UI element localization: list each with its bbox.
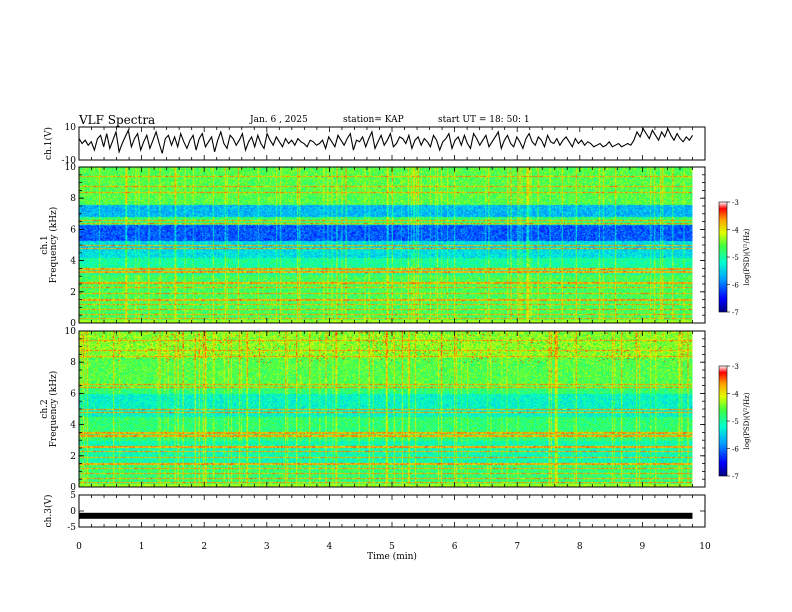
y-tick-label: 10 [65, 123, 77, 133]
colorbar-tick-label: -5 [732, 418, 739, 426]
colorbar-tick-label: -5 [732, 254, 739, 262]
y-axis-label: ch.1(V) [43, 127, 54, 160]
x-tick-label: 1 [139, 542, 145, 552]
start-time-label: start UT = 18: 50: 1 [438, 115, 530, 125]
y-tick-label: 6 [70, 225, 76, 235]
colorbar-tick-label: -7 [732, 473, 739, 481]
x-tick-label: 2 [201, 542, 207, 552]
x-tick-label: 5 [389, 542, 395, 552]
y-tick-label: 0 [70, 319, 76, 329]
date-label: Jan. 6 , 2025 [250, 115, 308, 125]
x-tick-label: 0 [76, 542, 82, 552]
y-tick-label: 4 [70, 257, 76, 267]
y-tick-label: 8 [70, 358, 76, 368]
y-tick-label: -5 [67, 523, 76, 533]
y-axis-label: Frequency (kHz) [48, 371, 59, 448]
colorbar-tick-label: -6 [732, 446, 739, 454]
y-tick-label: 4 [70, 421, 76, 431]
colorbar-label: log(PSD)(V²/Hz) [743, 392, 751, 449]
colorbar-tick-label: -6 [732, 282, 739, 290]
colorbar-tick-label: -4 [732, 391, 739, 399]
ch1-waveform-line [78, 127, 693, 154]
x-axis-label: Time (min) [367, 551, 417, 562]
y-tick-label: 8 [70, 194, 76, 204]
chart-title: VLF Spectra [79, 113, 156, 127]
y-tick-label: 10 [65, 327, 77, 337]
ch3-trace-line [79, 512, 693, 519]
y-tick-label: 10 [65, 163, 77, 173]
colorbar-tick-label: -7 [732, 309, 739, 317]
y-tick-label: 2 [70, 288, 76, 298]
colorbar-tick-label: -3 [732, 363, 739, 371]
colorbar-tick-label: -3 [732, 199, 739, 207]
station-label: station= KAP [343, 115, 404, 125]
x-tick-label: 4 [327, 542, 333, 552]
x-tick-label: 10 [699, 542, 711, 552]
x-tick-label: 6 [452, 542, 458, 552]
x-tick-label: 7 [514, 542, 520, 552]
y-tick-label: 0 [70, 507, 76, 517]
colorbar-tick-label: -4 [732, 227, 739, 235]
colorbar-ch2 [718, 365, 728, 477]
y-axis-label: ch.3(V) [43, 495, 54, 528]
colorbar-label: log(PSD)(V²/Hz) [743, 228, 751, 285]
y-axis-label: ch.2 [40, 399, 50, 418]
y-tick-label: 5 [70, 491, 76, 501]
y-axis-label: ch.1 [40, 235, 50, 254]
colorbar-ch1 [718, 201, 728, 313]
x-tick-label: 3 [264, 542, 270, 552]
x-tick-label: 8 [577, 542, 583, 552]
y-tick-label: 6 [70, 389, 76, 399]
spectrogram-ch1 [79, 167, 693, 323]
spectrogram-ch2 [79, 331, 693, 487]
y-axis-label: Frequency (kHz) [48, 207, 59, 284]
y-tick-label: 2 [70, 452, 76, 462]
x-tick-label: 9 [640, 542, 646, 552]
y-tick-label: 0 [70, 483, 76, 493]
y-tick-label: -10 [62, 156, 77, 166]
